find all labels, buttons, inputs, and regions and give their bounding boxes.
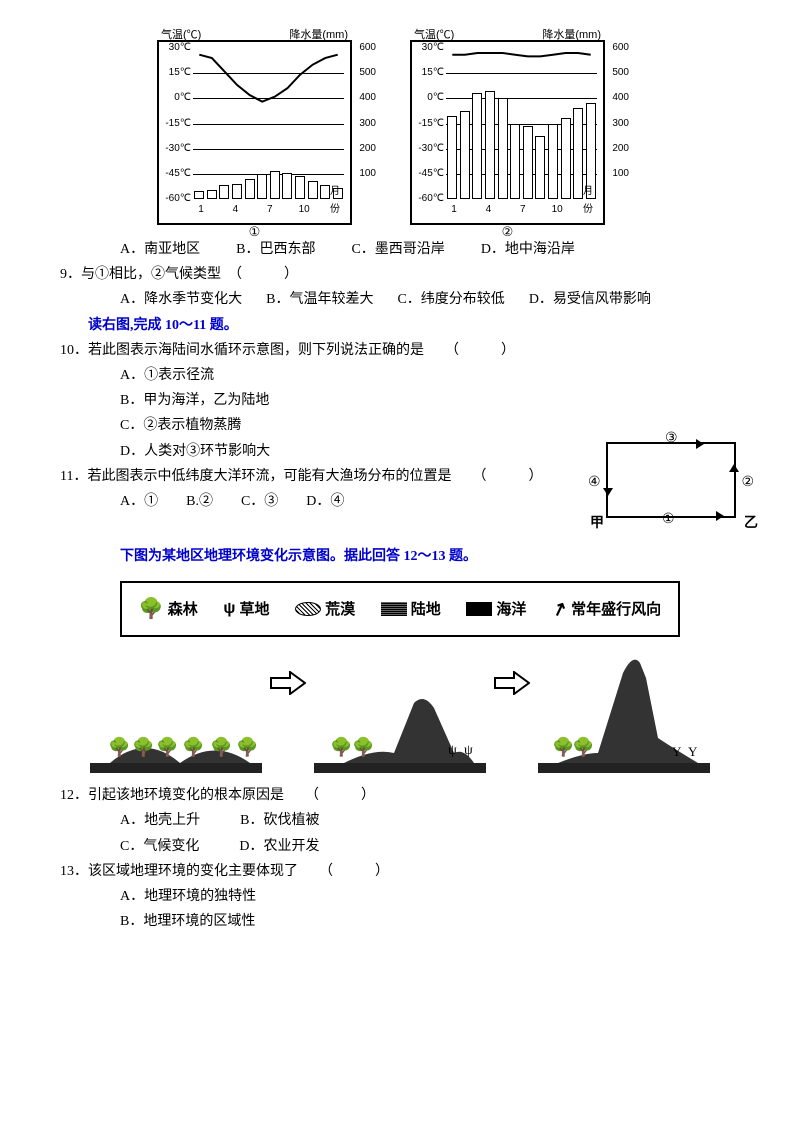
cycle-br: 乙 (744, 511, 758, 536)
legend-ocean: 海洋 (496, 596, 526, 623)
forest-icon: 🌳 (139, 591, 164, 627)
q9-opt-b: B．气温年较差大 (266, 287, 373, 312)
chart1-right-title: 降水量(mm) (289, 26, 348, 46)
cycle-diagram: ③ ② ① ④ 甲 乙 (590, 432, 750, 542)
q8-opt-c: C．墨西哥沿岸 (351, 237, 444, 262)
desert-icon (295, 602, 321, 616)
section-title: 下图为某地区地理环境变化示意图。据此回答 12～13 题。 (60, 544, 740, 569)
q8-options: A．南亚地区 B．巴西东部 C．墨西哥沿岸 D．地中海沿岸 (60, 237, 740, 262)
legend-land: 陆地 (411, 596, 441, 623)
chart1-yaxis-left: 30℃ 15℃ 0℃ -15℃ -30℃ -45℃ -60℃ (159, 48, 193, 199)
arrow-1 (270, 671, 306, 695)
q13-stem: 13．该区域地理环境的变化主要体现了 （ ） (60, 859, 740, 884)
q13-opt-b: B．地理环境的区域性 (60, 909, 740, 934)
q8-opt-d: D．地中海沿岸 (481, 237, 575, 262)
env-panel-1: 🌳 🌳 🌳 🌳 🌳 🌳 (90, 653, 262, 773)
cycle-top: ③ (665, 426, 678, 451)
arrow-2 (494, 671, 530, 695)
legend-wind: 常年盛行风向 (571, 596, 661, 623)
chart-2: 气温(℃) 降水量(mm) 30℃ 15℃ 0℃ -15℃ -30℃ -45℃ … (410, 40, 605, 225)
q9-opt-c: C．纬度分布较低 (397, 287, 504, 312)
land-icon (381, 602, 407, 616)
q10-opt-a: A．①表示径流 (60, 363, 740, 388)
legend-desert: 荒漠 (325, 596, 355, 623)
wind-icon: ↗ (547, 591, 572, 627)
climate-charts: 气温(℃) 降水量(mm) 30℃ 15℃ 0℃ -15℃ -30℃ -45℃ … (60, 24, 740, 225)
chart2-right-title: 降水量(mm) (542, 26, 601, 46)
q9-opt-a: A．降水季节变化大 (120, 287, 242, 312)
cycle-bl: 甲 (590, 511, 604, 536)
env-panel-3: 🌳 🌳 Y Y (538, 653, 710, 773)
environment-panels: 🌳 🌳 🌳 🌳 🌳 🌳 🌳 🌳 ψ ψ 🌳 🌳 Y Y (90, 643, 710, 773)
q9-opt-d: D．易受信风带影响 (529, 287, 651, 312)
q10-opt-b: B．甲为海洋，乙为陆地 (60, 388, 740, 413)
q10-stem: 10．若此图表示海陆间水循环示意图，则下列说法正确的是 （ ） (60, 338, 740, 363)
q12-stem: 12．引起该地环境变化的根本原因是 （ ） (60, 783, 740, 808)
cycle-bottom: ① (662, 507, 675, 532)
ocean-icon (466, 602, 492, 616)
cycle-right: ② (741, 470, 754, 495)
q12-opt-b: B．砍伐植被 (240, 808, 319, 833)
cycle-left: ④ (588, 470, 601, 495)
q12-opt-d: D．农业开发 (239, 834, 319, 859)
chart2-plot: 600 500 400 300 200 100 (446, 48, 597, 199)
legend-grass: 草地 (239, 596, 269, 623)
q9-stem: 9．与①相比，②气候类型 （ ） (60, 262, 740, 287)
q9-options: A．降水季节变化大 B．气温年较差大 C．纬度分布较低 D．易受信风带影响 (60, 287, 740, 312)
legend-forest: 森林 (168, 596, 198, 623)
chart-1: 气温(℃) 降水量(mm) 30℃ 15℃ 0℃ -15℃ -30℃ -45℃ … (157, 40, 352, 225)
env-panel-2: 🌳 🌳 ψ ψ (314, 653, 486, 773)
chart2-number: ② (502, 220, 514, 243)
chart1-number: ① (249, 220, 261, 243)
q13-opt-a: A．地理环境的独特性 (60, 884, 740, 909)
q8-opt-a: A．南亚地区 (120, 237, 200, 262)
chart2-yaxis-left: 30℃ 15℃ 0℃ -15℃ -30℃ -45℃ -60℃ (412, 48, 446, 199)
q12-opt-a: A．地壳上升 (120, 808, 200, 833)
instruction-1: 读右图,完成 10～11 题。 (88, 318, 238, 333)
q12-opt-c: C．气候变化 (120, 834, 199, 859)
legend-box: 🌳森林 ψ草地 荒漠 陆地 海洋 ↗常年盛行风向 (120, 581, 680, 637)
grass-icon: ψ (223, 595, 235, 624)
chart1-plot: 600 500 400 300 200 100 (193, 48, 344, 199)
chart1-temp-line (193, 48, 344, 199)
